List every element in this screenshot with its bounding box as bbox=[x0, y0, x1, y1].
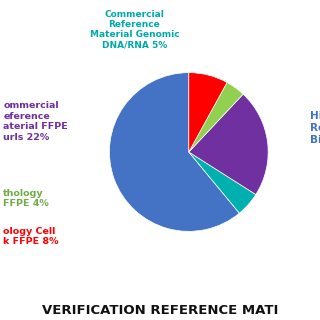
Wedge shape bbox=[189, 83, 243, 152]
Text: VERIFICATION REFERENCE MATI: VERIFICATION REFERENCE MATI bbox=[42, 304, 278, 317]
Text: Histopath
Resectio
Biopsy FFP: Histopath Resectio Biopsy FFP bbox=[310, 111, 320, 145]
Text: thology
FFPE 4%: thology FFPE 4% bbox=[3, 189, 49, 208]
Text: ommercial
eference
aterial FFPE
urls 22%: ommercial eference aterial FFPE urls 22% bbox=[3, 101, 68, 142]
Wedge shape bbox=[189, 94, 268, 195]
Wedge shape bbox=[189, 152, 256, 213]
Text: ology Cell
k FFPE 8%: ology Cell k FFPE 8% bbox=[3, 227, 59, 246]
Text: Commercial
Reference
Material Genomic
DNA/RNA 5%: Commercial Reference Material Genomic DN… bbox=[90, 10, 179, 50]
Wedge shape bbox=[189, 73, 227, 152]
Wedge shape bbox=[109, 73, 239, 231]
